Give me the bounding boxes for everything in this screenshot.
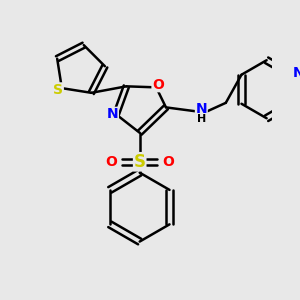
Text: O: O: [106, 155, 118, 169]
Text: N: N: [196, 102, 207, 116]
Text: N: N: [293, 66, 300, 80]
Text: H: H: [197, 114, 206, 124]
Text: S: S: [53, 83, 63, 97]
Text: O: O: [162, 155, 174, 169]
Text: S: S: [134, 153, 146, 171]
Text: O: O: [152, 78, 164, 92]
Text: N: N: [107, 107, 118, 122]
